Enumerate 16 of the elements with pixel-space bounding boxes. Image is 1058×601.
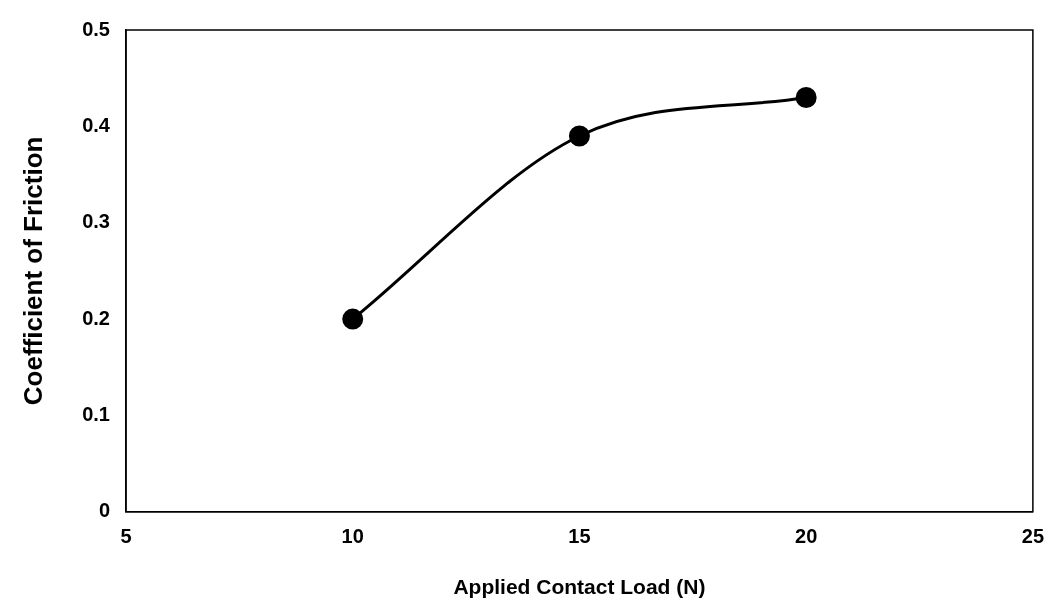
x-tick-label: 5	[120, 525, 132, 548]
x-tick-label: 25	[1021, 525, 1044, 548]
x-tick-label: 10	[341, 525, 364, 548]
x-axis-title: Applied Contact Load (N)	[453, 575, 706, 599]
y-tick-label: 0	[98, 499, 110, 522]
point	[568, 125, 590, 147]
x-tick-label: 15	[568, 525, 591, 548]
y-axis-title: Coefficient of Friction	[17, 136, 48, 406]
y-tick-label: 0.2	[82, 306, 110, 329]
y-tick-label: 0.4	[82, 113, 111, 136]
point	[795, 86, 817, 108]
point	[342, 308, 364, 330]
y-tick-label: 0.1	[82, 402, 110, 425]
y-tick-label: 0.5	[82, 17, 110, 40]
x-tick-label: 20	[795, 525, 818, 548]
y-tick-label: 0.3	[82, 210, 110, 233]
